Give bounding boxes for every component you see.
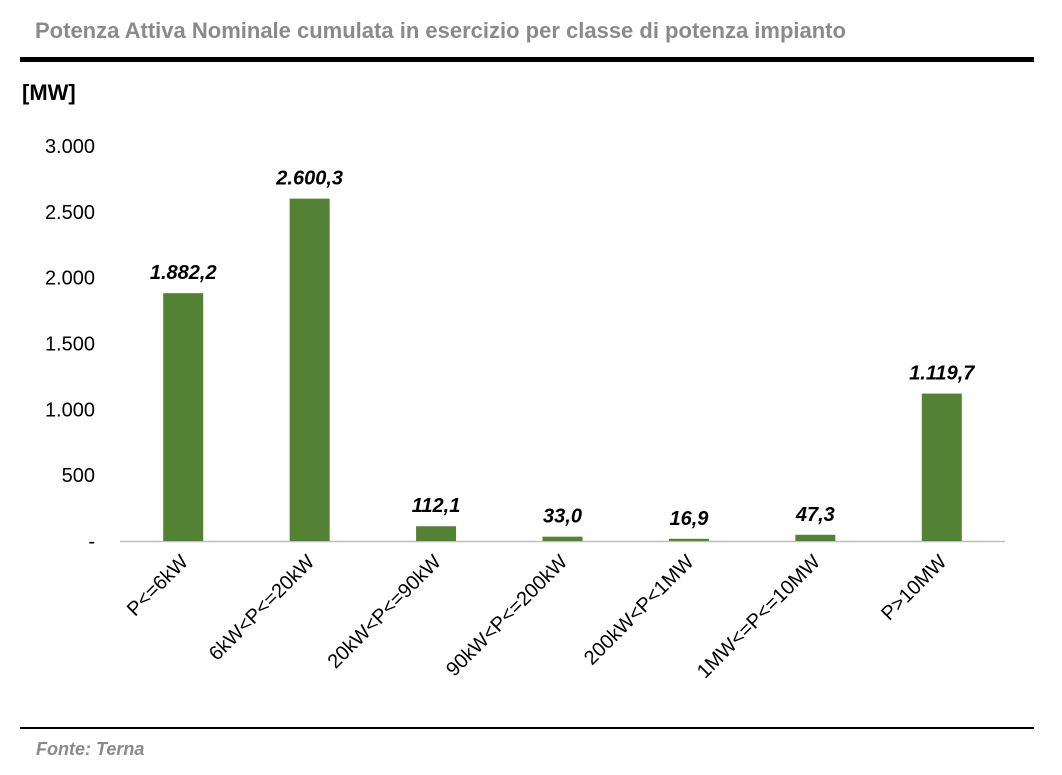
y-axis-unit-label: [MW]	[22, 80, 76, 105]
x-tick-label: P<=6kW	[123, 551, 193, 621]
title-divider	[20, 57, 1034, 62]
data-label: 112,1	[412, 495, 461, 517]
x-axis: P<=6kW 6kW<P<=20kW 20kW<P<=90kW90kW<P<=200…	[123, 551, 951, 683]
data-label: 2.600,3	[275, 168, 343, 190]
bar	[668, 538, 709, 541]
y-axis: - 500 1.000 1.500 2.000 2.500 3.000	[45, 136, 95, 553]
bar	[795, 534, 836, 541]
data-label: 16,9	[669, 508, 709, 530]
bar	[289, 198, 330, 541]
data-label: 33,0	[543, 506, 582, 528]
chart-title: Potenza Attiva Nominale cumulata in eser…	[35, 18, 846, 43]
bar	[921, 393, 962, 541]
x-tick-label: 20kW<P<=90kW	[324, 551, 446, 673]
bar	[163, 293, 204, 541]
bar	[542, 536, 583, 541]
data-label: 1.882,2	[150, 262, 217, 284]
x-tick-label: 6kW<P<=20kW	[205, 551, 319, 665]
y-tick-label: 2.000	[45, 268, 95, 290]
data-label: 47,3	[795, 504, 835, 526]
source-note: Fonte: Terna	[36, 739, 145, 759]
y-tick-label: -	[88, 531, 95, 553]
bars	[163, 198, 962, 541]
y-tick-label: 2.500	[45, 202, 95, 224]
y-tick-label: 500	[62, 465, 95, 487]
x-tick-label: 1MW<=P<=10MW	[693, 551, 825, 683]
x-tick-label: 200kW<P<1MW	[580, 551, 699, 670]
data-labels: 1.882,2 2.600,3 112,1 33,0 16,9 47,3 1.119,7	[150, 168, 975, 530]
y-tick-label: 3.000	[45, 136, 95, 158]
x-tick-label: 90kW<P<=200kW	[442, 551, 572, 681]
y-tick-label: 1.000	[45, 399, 95, 421]
data-label: 1.119,7	[909, 363, 975, 385]
bar	[416, 526, 457, 541]
x-tick-label: P>10MW	[877, 551, 951, 625]
footer-divider	[20, 727, 1034, 729]
y-tick-label: 1.500	[45, 334, 95, 356]
